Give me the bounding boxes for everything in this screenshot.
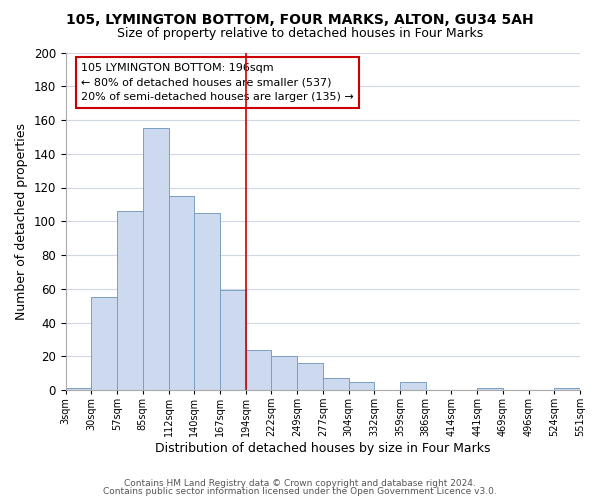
Bar <box>554 388 580 390</box>
Text: Contains HM Land Registry data © Crown copyright and database right 2024.: Contains HM Land Registry data © Crown c… <box>124 478 476 488</box>
Bar <box>143 128 169 390</box>
X-axis label: Distribution of detached houses by size in Four Marks: Distribution of detached houses by size … <box>155 442 491 455</box>
Bar <box>65 388 91 390</box>
Bar <box>297 363 323 390</box>
Bar <box>349 382 374 390</box>
Y-axis label: Number of detached properties: Number of detached properties <box>15 122 28 320</box>
Bar <box>400 382 425 390</box>
Text: 105, LYMINGTON BOTTOM, FOUR MARKS, ALTON, GU34 5AH: 105, LYMINGTON BOTTOM, FOUR MARKS, ALTON… <box>66 12 534 26</box>
Text: 105 LYMINGTON BOTTOM: 196sqm
← 80% of detached houses are smaller (537)
20% of s: 105 LYMINGTON BOTTOM: 196sqm ← 80% of de… <box>81 62 354 102</box>
Bar <box>91 297 117 390</box>
Bar <box>194 213 220 390</box>
Text: Contains public sector information licensed under the Open Government Licence v3: Contains public sector information licen… <box>103 487 497 496</box>
Bar <box>323 378 349 390</box>
Bar <box>220 290 245 390</box>
Bar <box>169 196 194 390</box>
Bar <box>117 211 143 390</box>
Bar <box>477 388 503 390</box>
Text: Size of property relative to detached houses in Four Marks: Size of property relative to detached ho… <box>117 26 483 40</box>
Bar <box>245 350 271 390</box>
Bar <box>271 356 297 390</box>
